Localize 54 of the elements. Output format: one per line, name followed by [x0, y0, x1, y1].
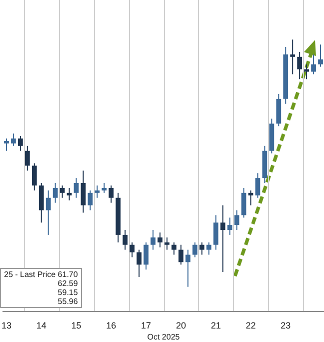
x-tick-label: 20: [176, 320, 186, 330]
candlestick: [136, 249, 142, 278]
candlestick: [297, 51, 302, 80]
x-tick-label: 23: [280, 320, 291, 330]
candlestick: [220, 204, 226, 273]
candlestick: [199, 242, 204, 256]
candlestick: [318, 44, 323, 68]
candlestick: [304, 64, 309, 80]
candlestick: [130, 242, 135, 258]
candlestick: [164, 236, 170, 250]
candlestick: [290, 39, 296, 75]
candlestick: [102, 182, 107, 194]
candlestick: [311, 54, 316, 75]
candlestick: [74, 178, 79, 198]
candlestick: [241, 187, 246, 218]
text: 55.96: [56, 297, 78, 306]
text: 59.15: [56, 288, 78, 297]
annotation: 25 - Last Price 61.70: [4, 270, 78, 279]
candlestick: [46, 190, 51, 236]
candlestick: [94, 184, 100, 198]
candlestick: [227, 217, 232, 236]
x-tick-label: 13: [1, 320, 12, 330]
candlestick: [11, 133, 16, 146]
candlestick: [80, 170, 86, 214]
candlestick: [144, 242, 148, 270]
candlestick: [108, 184, 114, 204]
x-axis-title: Oct 2025: [147, 332, 180, 342]
candlestick: [178, 244, 184, 266]
candlestick: [66, 187, 72, 201]
candlestick: [158, 232, 162, 248]
candlestick: [255, 172, 260, 198]
candlestick: [32, 162, 37, 191]
x-tick-label: 16: [106, 320, 116, 330]
x-tick-label: 22: [246, 320, 256, 330]
candlestick: [185, 249, 190, 288]
candlestick: [88, 190, 93, 211]
candlestick: [52, 182, 58, 204]
annotation: 62.59: [56, 279, 78, 288]
candlestick: [24, 145, 30, 172]
candlestick: [248, 190, 254, 206]
candlestick: [213, 214, 218, 250]
candlestick: [18, 136, 23, 152]
candlestick: [234, 210, 240, 230]
candlestick: [4, 138, 9, 152]
candlestick: [206, 242, 212, 256]
candlestick: [150, 229, 156, 250]
candlestick: [192, 242, 198, 258]
candlestick: [122, 229, 128, 250]
candlestick: [172, 242, 176, 256]
x-tick-label: 21: [210, 320, 221, 330]
candlestick: [60, 184, 65, 198]
x-tick-label: 15: [71, 320, 82, 330]
x-tick-label: 17: [141, 320, 152, 330]
x-tick-label: 14: [36, 320, 46, 330]
